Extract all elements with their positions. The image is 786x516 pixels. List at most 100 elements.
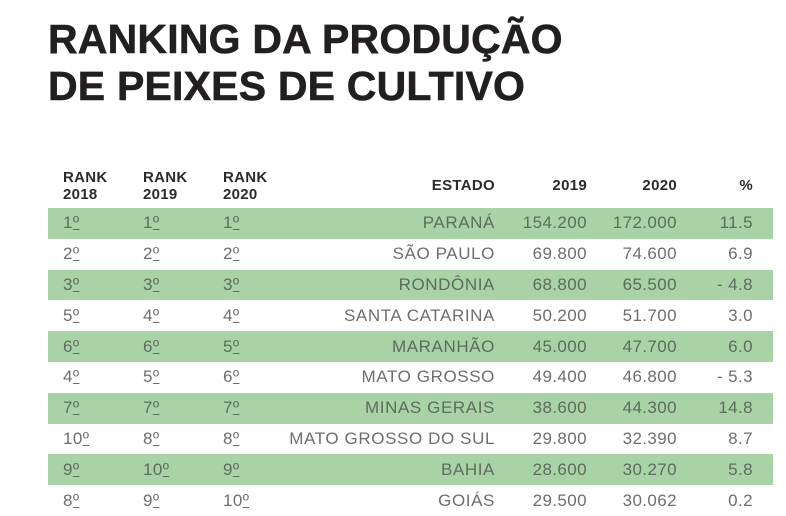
- cell-rank-2019: 8º: [143, 428, 160, 448]
- cell-rank-2018: 7º: [63, 398, 80, 418]
- ordinal-indicator: º: [232, 459, 240, 479]
- ordinal-indicator: º: [72, 305, 80, 325]
- ordinal-indicator: º: [162, 459, 170, 479]
- ordinal-indicator: º: [152, 490, 160, 510]
- table-row: 6º 6º 5º MARANHÃO 45.000 47.700 6.0: [48, 331, 773, 362]
- cell-2019: 38.600: [532, 398, 587, 418]
- column-header-rank-2018: RANK 2018: [48, 169, 128, 203]
- cell-rank-2020: 4º: [223, 305, 240, 325]
- cell-2019: 29.500: [532, 490, 587, 510]
- cell-rank-2019: 5º: [143, 367, 160, 387]
- table-row: 5º 4º 4º SANTA CATARINA 50.200 51.700 3.…: [48, 300, 773, 331]
- cell-2020: 172.000: [612, 213, 677, 233]
- cell-estado: RONDÔNIA: [398, 274, 495, 294]
- cell-2020: 46.800: [622, 367, 677, 387]
- ordinal-indicator: º: [242, 490, 250, 510]
- ordinal-indicator: º: [72, 244, 80, 264]
- cell-estado: MINAS GERAIS: [364, 398, 495, 418]
- cell-2019: 154.200: [522, 213, 587, 233]
- column-header-percent: %: [739, 177, 753, 194]
- cell-rank-2020: 6º: [223, 367, 240, 387]
- cell-estado: SANTA CATARINA: [343, 305, 495, 325]
- cell-2020: 44.300: [622, 398, 677, 418]
- cell-percent: 11.5: [719, 213, 753, 233]
- cell-rank-2020: 9º: [223, 459, 240, 479]
- cell-rank-2020: 1º: [223, 213, 240, 233]
- cell-percent: 5.8: [728, 459, 753, 479]
- cell-rank-2018: 4º: [63, 367, 80, 387]
- cell-estado: BAHIA: [440, 459, 495, 479]
- cell-estado: GOIÁS: [438, 490, 495, 510]
- cell-rank-2019: 7º: [143, 398, 160, 418]
- cell-percent: 6.0: [728, 336, 753, 356]
- cell-rank-2020: 3º: [223, 274, 240, 294]
- cell-rank-2020: 10º: [223, 490, 250, 510]
- cell-2019: 28.600: [532, 459, 587, 479]
- cell-rank-2018: 1º: [63, 213, 80, 233]
- table-row: 8º 9º 10º GOIÁS 29.500 30.062 0.2: [48, 485, 773, 516]
- cell-2020: 47.700: [622, 336, 677, 356]
- cell-2020: 30.270: [622, 459, 677, 479]
- cell-rank-2019: 4º: [143, 305, 160, 325]
- ordinal-indicator: º: [152, 367, 160, 387]
- table-header-row: RANK 2018 RANK 2019 RANK 2020 ESTADO 201…: [48, 163, 773, 208]
- cell-2020: 65.500: [622, 274, 677, 294]
- ranking-table: RANK 2018 RANK 2019 RANK 2020 ESTADO 201…: [48, 163, 773, 516]
- cell-2020: 51.700: [622, 305, 677, 325]
- cell-rank-2018: 10º: [63, 428, 90, 448]
- cell-rank-2018: 5º: [63, 305, 80, 325]
- ordinal-indicator: º: [152, 244, 160, 264]
- column-header-rank-2018-line1: RANK: [63, 168, 108, 186]
- page-title: RANKING DA PRODUÇÃO DE PEIXES DE CULTIVO: [48, 16, 563, 110]
- cell-2020: 32.390: [622, 428, 677, 448]
- column-header-estado: ESTADO: [431, 177, 495, 194]
- cell-2019: 45.000: [532, 336, 587, 356]
- ordinal-indicator: º: [232, 244, 240, 264]
- ordinal-indicator: º: [152, 305, 160, 325]
- ordinal-indicator: º: [232, 428, 240, 448]
- ordinal-indicator: º: [152, 274, 160, 294]
- cell-rank-2020: 8º: [223, 428, 240, 448]
- ordinal-indicator: º: [72, 367, 80, 387]
- ordinal-indicator: º: [232, 213, 240, 233]
- column-header-rank-2019-line2: 2019: [143, 185, 178, 203]
- column-header-2020: 2020: [642, 177, 677, 194]
- cell-2019: 29.800: [532, 428, 587, 448]
- column-header-rank-2019-line1: RANK: [143, 168, 188, 186]
- ordinal-indicator: º: [232, 274, 240, 294]
- cell-rank-2018: 9º: [63, 459, 80, 479]
- cell-2019: 50.200: [532, 305, 587, 325]
- cell-percent: 8.7: [728, 428, 753, 448]
- cell-percent: - 4.8: [716, 274, 753, 294]
- table-row: 1º 1º 1º PARANÁ 154.200 172.000 11.5: [48, 208, 773, 239]
- cell-estado: SÃO PAULO: [392, 244, 495, 264]
- ordinal-indicator: º: [232, 398, 240, 418]
- cell-rank-2019: 6º: [143, 336, 160, 356]
- ordinal-indicator: º: [152, 398, 160, 418]
- ordinal-indicator: º: [72, 336, 80, 356]
- ordinal-indicator: º: [152, 213, 160, 233]
- cell-rank-2019: 2º: [143, 244, 160, 264]
- table-row: 3º 3º 3º RONDÔNIA 68.800 65.500 - 4.8: [48, 269, 773, 301]
- cell-percent: 6.9: [728, 244, 753, 264]
- ordinal-indicator: º: [82, 428, 90, 448]
- cell-rank-2018: 8º: [63, 490, 80, 510]
- cell-2020: 74.600: [622, 244, 677, 264]
- table-row: 4º 5º 6º MATO GROSSO 49.400 46.800 - 5.3: [48, 362, 773, 393]
- table-row: 10º 8º 8º MATO GROSSO DO SUL 29.800 32.3…: [48, 424, 773, 455]
- column-header-rank-2019: RANK 2019: [128, 169, 208, 203]
- cell-2019: 69.800: [532, 244, 587, 264]
- cell-percent: - 5.3: [716, 367, 753, 387]
- cell-rank-2018: 3º: [63, 274, 80, 294]
- ordinal-indicator: º: [72, 459, 80, 479]
- cell-2020: 30.062: [622, 490, 677, 510]
- cell-estado: MATO GROSSO: [361, 367, 495, 387]
- cell-rank-2019: 9º: [143, 490, 160, 510]
- table-row: 2º 2º 2º SÃO PAULO 69.800 74.600 6.9: [48, 239, 773, 270]
- cell-estado: PARANÁ: [422, 213, 495, 233]
- ordinal-indicator: º: [72, 398, 80, 418]
- ordinal-indicator: º: [232, 367, 240, 387]
- column-header-rank-2020-line2: 2020: [223, 185, 258, 203]
- cell-percent: 0.2: [728, 490, 753, 510]
- cell-rank-2018: 6º: [63, 336, 80, 356]
